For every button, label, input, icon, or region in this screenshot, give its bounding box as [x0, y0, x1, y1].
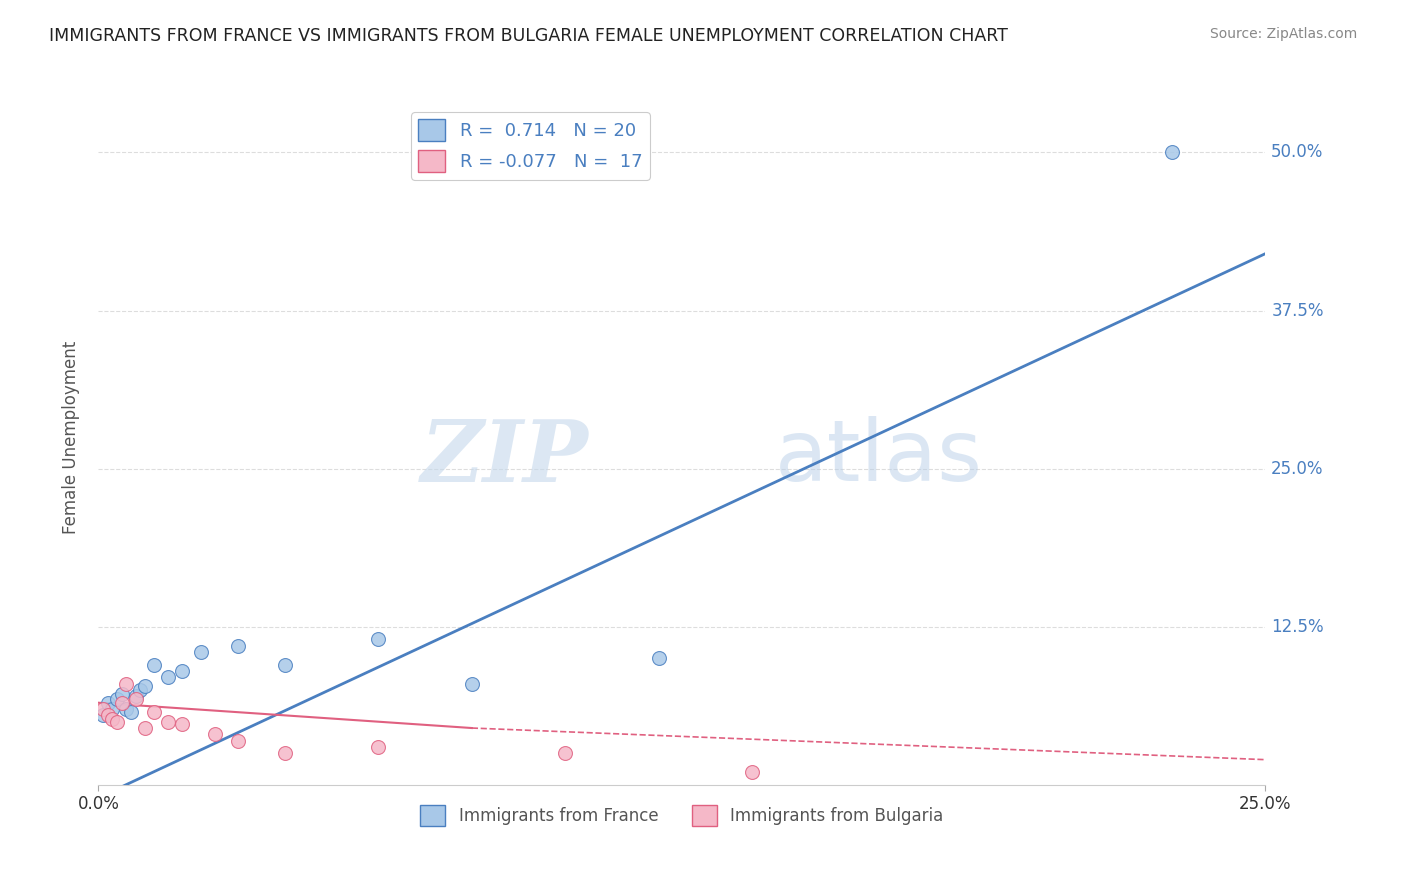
Point	[228, 639, 250, 653]
Point	[143, 705, 166, 719]
Point	[101, 712, 124, 726]
Point	[143, 657, 166, 672]
Point	[228, 733, 250, 747]
Point	[1161, 145, 1184, 160]
Point	[157, 714, 180, 729]
Point	[172, 664, 194, 678]
Point	[134, 721, 156, 735]
Point	[367, 632, 389, 647]
Point	[91, 708, 114, 723]
Point	[157, 670, 180, 684]
Point	[125, 690, 148, 704]
Point	[274, 747, 297, 761]
Text: Source: ZipAtlas.com: Source: ZipAtlas.com	[1209, 27, 1357, 41]
Point	[105, 714, 128, 729]
Point	[105, 692, 128, 706]
Point	[125, 692, 148, 706]
Point	[115, 702, 138, 716]
Point	[204, 727, 226, 741]
Text: ZIP: ZIP	[420, 417, 589, 500]
Point	[461, 677, 484, 691]
Text: 50.0%: 50.0%	[1271, 144, 1323, 161]
Point	[134, 679, 156, 693]
Point	[190, 645, 212, 659]
Point	[172, 717, 194, 731]
Point	[647, 651, 669, 665]
Point	[129, 683, 152, 698]
Point	[741, 765, 763, 780]
Point	[120, 705, 142, 719]
Legend: Immigrants from France, Immigrants from Bulgaria: Immigrants from France, Immigrants from …	[413, 798, 950, 832]
Text: atlas: atlas	[775, 417, 983, 500]
Text: IMMIGRANTS FROM FRANCE VS IMMIGRANTS FROM BULGARIA FEMALE UNEMPLOYMENT CORRELATI: IMMIGRANTS FROM FRANCE VS IMMIGRANTS FRO…	[49, 27, 1008, 45]
Text: 12.5%: 12.5%	[1271, 618, 1324, 636]
Point	[111, 696, 134, 710]
Point	[101, 702, 124, 716]
Point	[274, 657, 297, 672]
Point	[367, 739, 389, 754]
Text: 25.0%: 25.0%	[1271, 459, 1323, 478]
Y-axis label: Female Unemployment: Female Unemployment	[62, 341, 80, 533]
Text: 37.5%: 37.5%	[1271, 301, 1323, 319]
Point	[111, 687, 134, 701]
Point	[91, 702, 114, 716]
Point	[97, 696, 120, 710]
Point	[554, 747, 576, 761]
Point	[97, 708, 120, 723]
Point	[115, 677, 138, 691]
